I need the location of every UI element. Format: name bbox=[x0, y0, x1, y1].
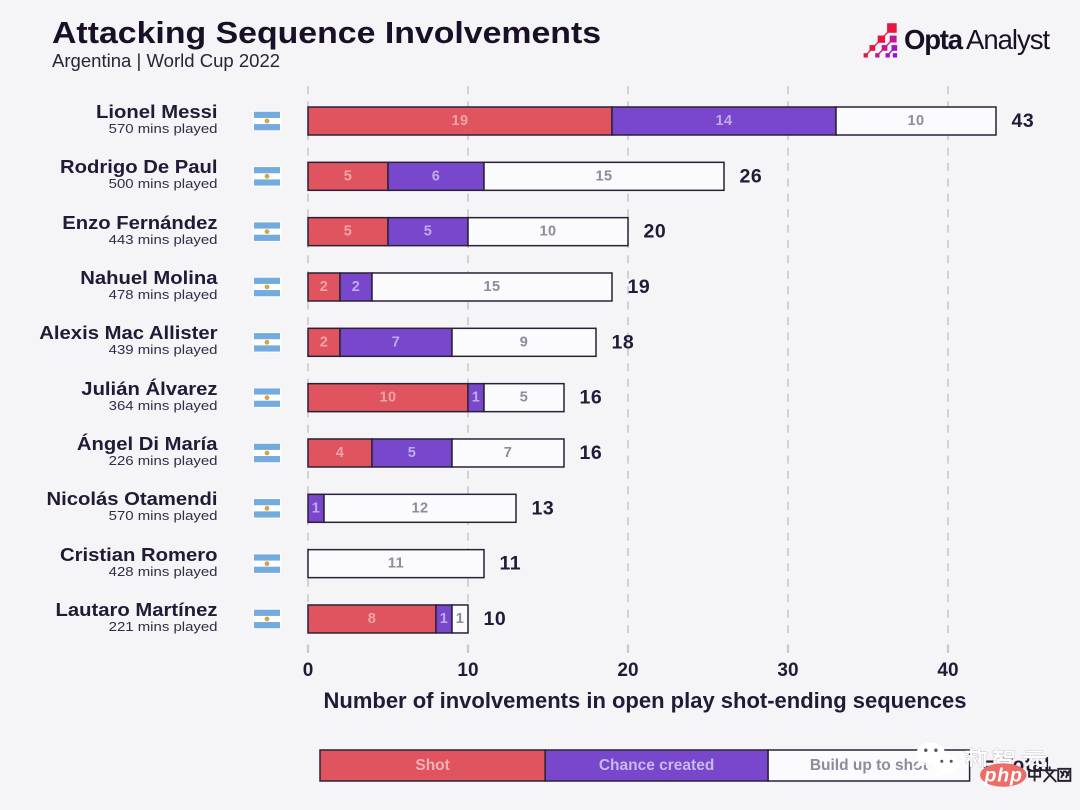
svg-text:11: 11 bbox=[388, 556, 404, 572]
svg-text:8: 8 bbox=[368, 611, 376, 627]
svg-text:10: 10 bbox=[908, 113, 925, 129]
svg-text:Chance created: Chance created bbox=[599, 757, 714, 774]
svg-text:19: 19 bbox=[628, 276, 651, 298]
svg-text:20: 20 bbox=[644, 221, 667, 243]
svg-text:7: 7 bbox=[392, 334, 400, 350]
svg-text:4: 4 bbox=[336, 445, 344, 461]
svg-text:10: 10 bbox=[380, 390, 397, 406]
svg-text:30: 30 bbox=[777, 660, 798, 681]
svg-text:2: 2 bbox=[352, 279, 360, 295]
svg-text:5: 5 bbox=[520, 390, 528, 406]
svg-text:Analyst: Analyst bbox=[966, 24, 1051, 55]
svg-text:1: 1 bbox=[456, 611, 464, 627]
svg-text:19: 19 bbox=[452, 113, 469, 129]
svg-text:11: 11 bbox=[500, 553, 522, 575]
svg-text:7: 7 bbox=[504, 445, 512, 461]
svg-text:1: 1 bbox=[472, 390, 480, 406]
svg-text:10: 10 bbox=[457, 660, 478, 681]
svg-text:20: 20 bbox=[617, 660, 638, 681]
svg-text:14: 14 bbox=[716, 113, 733, 129]
svg-text:43: 43 bbox=[1012, 110, 1035, 132]
svg-text:15: 15 bbox=[596, 168, 613, 184]
svg-text:5: 5 bbox=[408, 445, 416, 461]
svg-text:9: 9 bbox=[520, 334, 528, 350]
svg-text:10: 10 bbox=[484, 608, 507, 630]
svg-text:5: 5 bbox=[344, 224, 352, 240]
svg-text:php: php bbox=[984, 765, 1023, 787]
svg-text:Number of involvements in open: Number of involvements in open play shot… bbox=[324, 688, 967, 713]
svg-text:16: 16 bbox=[580, 442, 603, 464]
svg-text:2: 2 bbox=[320, 279, 328, 295]
svg-text:Opta: Opta bbox=[904, 24, 964, 55]
svg-text:2: 2 bbox=[320, 334, 328, 350]
svg-text:12: 12 bbox=[412, 500, 429, 516]
svg-text:13: 13 bbox=[532, 497, 555, 519]
svg-text:Shot: Shot bbox=[415, 757, 449, 774]
svg-text:40: 40 bbox=[937, 660, 958, 681]
svg-text:6: 6 bbox=[432, 168, 440, 184]
svg-text:1: 1 bbox=[312, 500, 320, 516]
svg-text:15: 15 bbox=[484, 279, 501, 295]
svg-text:5: 5 bbox=[424, 224, 432, 240]
svg-text:Build up to shot: Build up to shot bbox=[810, 757, 928, 774]
svg-text:0: 0 bbox=[303, 660, 314, 681]
svg-text:16: 16 bbox=[580, 387, 603, 409]
svg-text:5: 5 bbox=[344, 168, 352, 184]
svg-text:26: 26 bbox=[740, 165, 763, 187]
svg-text:10: 10 bbox=[540, 224, 557, 240]
svg-text:18: 18 bbox=[612, 331, 635, 353]
svg-text:1: 1 bbox=[440, 611, 448, 627]
